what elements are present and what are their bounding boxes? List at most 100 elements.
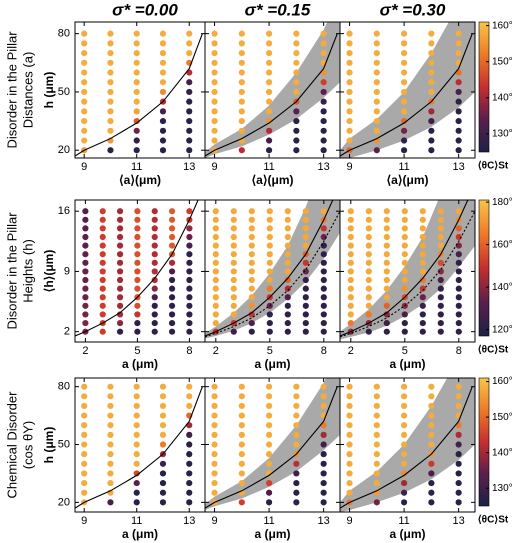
dot [320,431,327,438]
dot [373,479,380,487]
dot [107,460,114,467]
dot [211,30,218,37]
dot [383,276,390,284]
dot [134,216,141,223]
dot [365,268,372,275]
dot [419,233,426,241]
dot [238,422,245,429]
dot [302,276,309,284]
row-label: Heights (h) [20,239,35,303]
dot [400,470,408,477]
dot [133,127,140,134]
dot [133,137,140,144]
dot [428,470,435,477]
x-tick-label: 11 [398,515,409,527]
dot [400,441,408,448]
dot [428,412,435,419]
x-axis-label: a (μm) [254,527,290,541]
dot [401,233,408,241]
x-tick-label: 11 [263,161,274,173]
panel-frame [74,377,206,513]
dot [186,233,193,241]
model-curve-dotted [205,210,340,338]
dot [365,294,372,301]
dot [186,499,193,506]
dot [428,49,435,57]
dot [401,268,408,275]
dot [134,251,141,258]
dot [437,216,444,223]
dot [455,422,462,429]
dot [320,441,327,448]
x-axis-label: a (μm) [389,527,425,541]
dot [238,30,245,37]
colorbar-tick-label: 180° [492,197,513,208]
model-curve [75,33,203,157]
dot [211,393,218,400]
dot [265,49,273,57]
dot [238,108,245,115]
dot [265,69,273,76]
y-tick-label: 16 [58,205,70,217]
panel [340,200,475,340]
dot [212,208,219,215]
dot [293,470,300,477]
dot [134,268,141,275]
dot [211,108,218,115]
dot [365,259,372,266]
dot [455,276,462,284]
dot [82,242,89,249]
dot [346,98,353,105]
dot [346,127,353,134]
dot [373,30,380,37]
dot [346,441,353,448]
dot [346,460,353,467]
dot [455,319,462,327]
dot [159,422,167,429]
dot [284,242,291,249]
dot [81,479,88,487]
dot [419,225,426,232]
dot [266,268,273,275]
dot [265,402,273,410]
dot [230,225,237,232]
dot [186,276,193,284]
dot [116,276,124,284]
dot [346,412,353,419]
dot [211,98,218,105]
dot [230,302,237,309]
dot [455,431,462,438]
dot [428,59,435,66]
dot [211,412,218,419]
dot [159,117,167,125]
dot [238,393,245,400]
dot [265,470,273,477]
dot [284,319,291,327]
dot [151,268,158,275]
dot [116,259,124,266]
dot [81,79,88,86]
dot [293,479,300,487]
dot [107,393,114,400]
dot [320,147,327,154]
model-curve [75,386,203,509]
dot [383,311,390,318]
dot [265,147,273,154]
dot [159,108,167,115]
dot [211,383,218,390]
dot [186,127,193,134]
dot [455,127,462,134]
dot [248,311,255,318]
dot [401,276,408,284]
row-label: Disorder in the Pillar [4,31,19,149]
dot [401,208,408,215]
y-axis-label: h (μm) [42,427,56,464]
dot [186,431,193,438]
panel [75,200,199,337]
dot [373,451,380,458]
y-axis-label: h (μm) [42,72,56,109]
dot [211,69,218,76]
dot [293,422,300,429]
dot [134,208,141,215]
dot [230,328,237,335]
